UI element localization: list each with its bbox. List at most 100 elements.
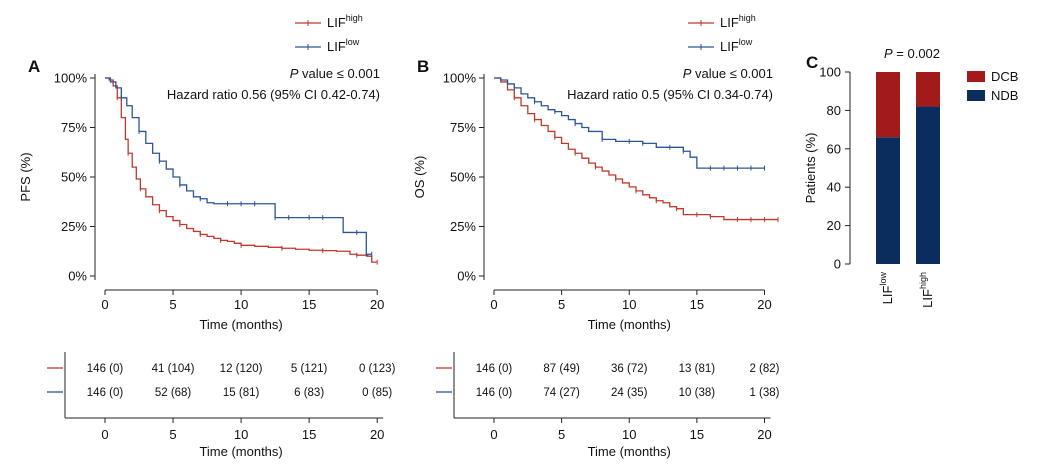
risk-cell: 52 (68) (155, 387, 192, 399)
legend-label-high-sup: high (739, 13, 756, 23)
legend-label-high-sup: high (346, 13, 363, 23)
y-tick-label: 100% (443, 71, 477, 86)
p-rest: value ≤ 0.001 (691, 66, 773, 81)
y-tick-label: 80 (827, 103, 841, 118)
risk-cell: 87 (49) (543, 363, 580, 375)
legend-label-low: LIFlow (327, 37, 360, 54)
x-axis-title: Time (months) (199, 317, 282, 332)
p-italic: P (290, 66, 299, 81)
risk-cell: 146 (0) (476, 387, 513, 399)
risk-cell: 1 (38) (749, 387, 779, 399)
p-value-annotation: P value ≤ 0.001 (290, 66, 380, 81)
legend-label-ndb: NDB (991, 88, 1018, 103)
y-axis-title: Patients (%) (803, 133, 818, 204)
bar-ndb-0 (876, 137, 900, 264)
p-italic: P (683, 66, 692, 81)
legend-label-low-base: LIF (327, 39, 346, 54)
risk-x-tick-label: 10 (622, 427, 636, 442)
y-tick-label: 0% (457, 269, 476, 284)
legend-label-low-base: LIF (720, 39, 739, 54)
p-value-annotation: P value ≤ 0.001 (683, 66, 773, 81)
x-tick-label: 10 (622, 297, 636, 312)
legend-label-dcb: DCB (991, 69, 1018, 84)
y-tick-label: 60 (827, 141, 841, 156)
legend-label-high-base: LIF (327, 15, 346, 30)
panel-label-B: B (417, 57, 429, 76)
y-tick-label: 50% (450, 170, 476, 185)
y-tick-label: 100 (819, 65, 841, 80)
risk-cell: 2 (82) (749, 363, 779, 375)
risk-x-tick-label: 0 (490, 427, 497, 442)
panel-label-C: C (806, 53, 818, 72)
km-curve-high (494, 77, 778, 221)
bar-ndb-1 (916, 106, 940, 264)
x-tick-label: 0 (101, 297, 108, 312)
risk-cell: 12 (120) (220, 363, 263, 375)
risk-x-tick-label: 20 (757, 427, 771, 442)
category-label-0-sup: low (878, 272, 888, 286)
p-rest: value ≤ 0.001 (298, 66, 380, 81)
legend-label-low-sup: low (739, 37, 753, 47)
y-tick-label: 25% (450, 219, 476, 234)
risk-x-tick-label: 15 (690, 427, 704, 442)
y-tick-label: 0 (834, 257, 841, 272)
legend-label-high: LIFhigh (327, 13, 363, 30)
risk-x-tick-label: 15 (302, 427, 316, 442)
x-tick-label: 20 (757, 297, 771, 312)
y-axis-title: OS (%) (412, 156, 427, 199)
risk-cell: 5 (121) (291, 363, 328, 375)
legend-label-high: LIFhigh (720, 13, 756, 30)
x-tick-label: 15 (302, 297, 316, 312)
x-axis-title: Time (months) (588, 317, 671, 332)
p-italic: P (884, 46, 893, 61)
y-tick-label: 0% (68, 269, 87, 284)
category-label-1-sup: high (918, 272, 928, 289)
category-label-0: LIFlow (878, 272, 895, 305)
risk-x-tick-label: 5 (169, 427, 176, 442)
y-tick-label: 50% (61, 170, 87, 185)
risk-cell: 41 (104) (152, 363, 195, 375)
risk-cell: 10 (38) (679, 387, 716, 399)
risk-x-tick-label: 10 (234, 427, 248, 442)
risk-x-axis-title: Time (months) (199, 444, 282, 459)
x-tick-label: 5 (169, 297, 176, 312)
p-rest: = 0.002 (893, 46, 940, 61)
risk-cell: 24 (35) (611, 387, 648, 399)
risk-cell: 146 (0) (87, 387, 124, 399)
risk-cell: 15 (81) (223, 387, 260, 399)
risk-cell: 13 (81) (679, 363, 716, 375)
x-tick-label: 20 (370, 297, 384, 312)
legend-label-low-sup: low (346, 37, 360, 47)
hazard-ratio-annotation: Hazard ratio 0.56 (95% CI 0.42-0.74) (167, 87, 380, 102)
km-curve-high (105, 77, 378, 263)
risk-cell: 0 (85) (362, 387, 392, 399)
km-curve-low (105, 77, 372, 255)
km-curve-low (494, 77, 765, 169)
risk-cell: 146 (0) (87, 363, 124, 375)
y-tick-label: 100% (54, 71, 88, 86)
hazard-ratio-annotation: Hazard ratio 0.5 (95% CI 0.34-0.74) (567, 87, 773, 102)
x-tick-label: 5 (558, 297, 565, 312)
legend-swatch-ndb (967, 90, 985, 101)
risk-cell: 74 (27) (543, 387, 580, 399)
legend-label-low: LIFlow (720, 37, 753, 54)
legend-label-high-base: LIF (720, 15, 739, 30)
bar-dcb-1 (916, 72, 940, 107)
risk-cell: 0 (123) (359, 363, 396, 375)
y-tick-label: 75% (450, 120, 476, 135)
bar-dcb-0 (876, 72, 900, 138)
risk-x-tick-label: 5 (558, 427, 565, 442)
km-panel-A: A 0% 25% 50% 75% 100% 0 5 10 15 20 Time (months) PFS… (18, 13, 396, 459)
y-axis-title: PFS (%) (18, 152, 33, 201)
x-tick-label: 10 (234, 297, 248, 312)
risk-cell: 6 (83) (294, 387, 324, 399)
y-tick-label: 40 (827, 180, 841, 195)
category-label-1: LIFhigh (918, 272, 935, 308)
risk-cell: 36 (72) (611, 363, 648, 375)
risk-x-tick-label: 0 (101, 427, 108, 442)
risk-cell: 146 (0) (476, 363, 513, 375)
x-tick-label: 15 (690, 297, 704, 312)
panel-label-A: A (28, 57, 40, 76)
